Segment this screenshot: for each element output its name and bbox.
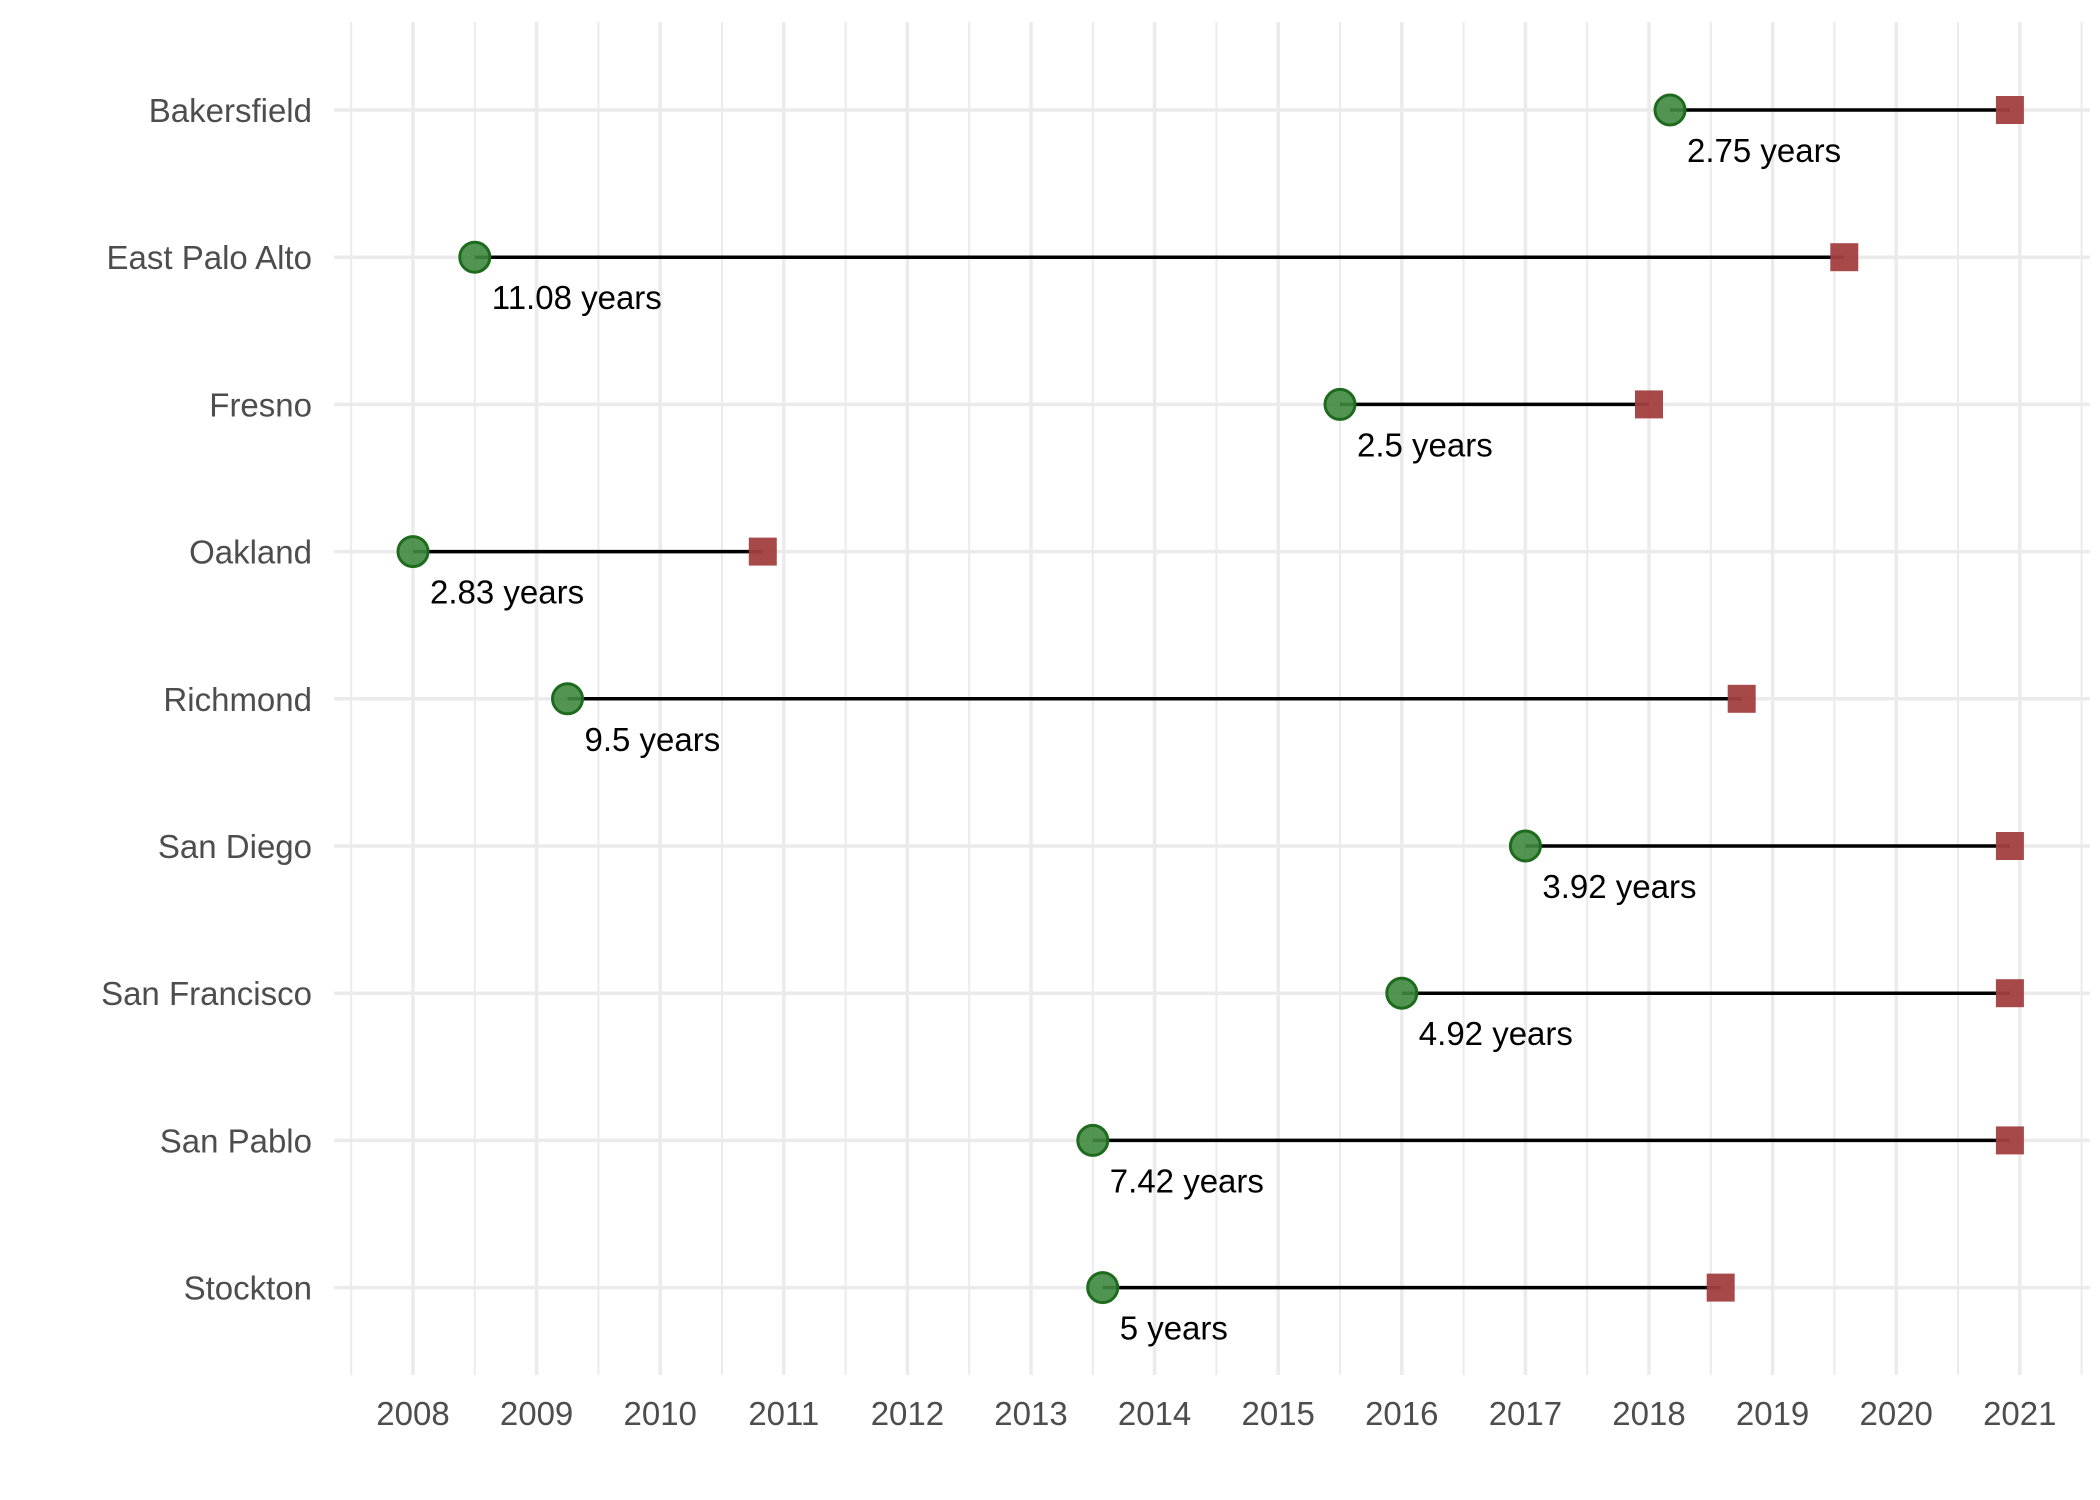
- x-tick-label: 2009: [500, 1395, 573, 1432]
- start-marker: [1385, 976, 1419, 1010]
- x-axis: 2008 2009 2010 2011 2012 2013 2014 2015 2016 2017…: [376, 1395, 2056, 1432]
- x-tick-label: 2017: [1489, 1395, 1562, 1432]
- y-tick-label: Richmond: [163, 681, 312, 718]
- x-tick-label: 2016: [1365, 1395, 1438, 1432]
- end-marker: [748, 537, 777, 566]
- x-tick-label: 2014: [1118, 1395, 1191, 1432]
- duration-label: 2.5 years: [1357, 426, 1493, 463]
- end-marker: [1635, 390, 1663, 419]
- start-marker: [458, 240, 492, 274]
- y-tick-label: Bakersfield: [149, 92, 312, 129]
- end-marker: [1995, 1126, 2024, 1155]
- x-tick-label: 2019: [1736, 1395, 1809, 1432]
- start-marker: [1076, 1123, 1110, 1157]
- y-tick-label: San Diego: [158, 828, 312, 865]
- start-marker: [396, 535, 430, 569]
- duration-label: 11.08 years: [492, 279, 662, 316]
- x-tick-label: 2012: [871, 1395, 944, 1432]
- x-tick-label: 2008: [376, 1395, 449, 1432]
- y-axis: Bakersfield East Palo Alto Fresno Oakland Ri…: [101, 92, 312, 1307]
- end-marker: [1727, 684, 1756, 713]
- end-marker: [1706, 1273, 1735, 1302]
- plot-marks: 2.75 years 11.08 years 2.5 years 2.83 years…: [396, 93, 2024, 1347]
- x-tick-label: 2011: [748, 1395, 819, 1432]
- start-marker: [551, 682, 584, 716]
- x-tick-label: 2010: [623, 1395, 696, 1432]
- duration-label: 3.92 years: [1542, 868, 1696, 905]
- end-marker: [1995, 96, 2024, 124]
- start-marker: [1653, 93, 1687, 127]
- y-tick-label: Oakland: [189, 534, 312, 571]
- duration-label: 2.83 years: [430, 574, 584, 611]
- x-tick-label: 2018: [1612, 1395, 1685, 1432]
- start-marker: [1323, 387, 1357, 421]
- end-marker: [1995, 832, 2024, 860]
- start-marker: [1508, 829, 1542, 863]
- duration-label: 5 years: [1120, 1310, 1228, 1347]
- x-tick-label: 2015: [1241, 1395, 1314, 1432]
- y-tick-label: Fresno: [209, 386, 312, 423]
- start-marker: [1086, 1271, 1120, 1305]
- duration-label: 2.75 years: [1687, 132, 1841, 169]
- duration-label: 4.92 years: [1419, 1015, 1573, 1052]
- x-tick-label: 2013: [994, 1395, 1067, 1432]
- duration-label: 7.42 years: [1110, 1162, 1264, 1199]
- end-marker: [1830, 243, 1859, 272]
- y-tick-label: San Pablo: [160, 1122, 312, 1159]
- end-marker: [1995, 979, 2024, 1008]
- y-tick-label: East Palo Alto: [107, 239, 312, 276]
- duration-label: 9.5 years: [585, 721, 721, 758]
- x-tick-label: 2020: [1859, 1395, 1932, 1432]
- y-tick-label: San Francisco: [101, 975, 312, 1012]
- y-tick-label: Stockton: [184, 1270, 312, 1307]
- x-tick-label: 2021: [1983, 1395, 2056, 1432]
